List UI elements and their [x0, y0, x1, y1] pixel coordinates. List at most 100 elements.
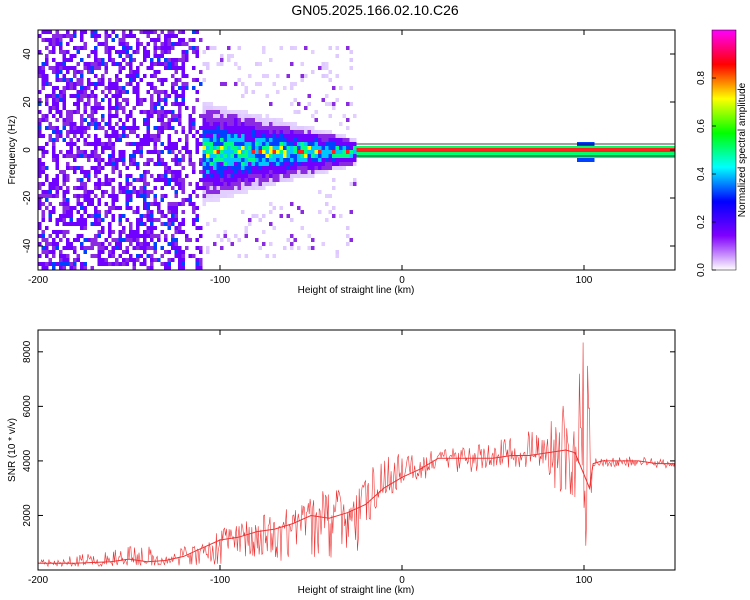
- spectrogram-cell: [80, 154, 84, 158]
- spectrogram-cell: [244, 122, 248, 126]
- spectrogram-cell: [164, 222, 168, 226]
- spectrogram-cell: [118, 174, 122, 178]
- spectrogram-cell: [209, 194, 213, 198]
- spectrogram-cell: [304, 158, 308, 162]
- spectrogram-cell: [41, 70, 45, 74]
- spectrogram-cell: [94, 30, 98, 34]
- spectrogram-cell: [160, 214, 164, 218]
- spectrogram-cell: [269, 118, 273, 122]
- spectrogram-cell: [62, 62, 66, 66]
- spectrogram-cell: [122, 186, 126, 190]
- spectrogram-cell: [80, 234, 84, 238]
- spectrogram-cell: [349, 66, 353, 70]
- spectrogram-cell: [97, 66, 101, 70]
- spectrogram-cell: [118, 238, 122, 242]
- spectrogram-cell: [255, 186, 259, 190]
- spectrogram-cell: [160, 106, 164, 110]
- spectrogram-cell: [132, 142, 136, 146]
- spectrogram-cell: [101, 194, 105, 198]
- spectrogram-cell: [90, 66, 94, 70]
- spectrogram-cell: [143, 142, 147, 146]
- spectrogram-cell: [304, 154, 308, 158]
- spectrogram-cell: [90, 214, 94, 218]
- spectrogram-cell: [255, 150, 259, 154]
- spectrogram-cell: [314, 166, 318, 170]
- spectrogram-cell: [115, 262, 119, 266]
- spectrogram-cell: [153, 106, 157, 110]
- spectrogram-cell: [48, 134, 52, 138]
- spectrogram-cell: [87, 202, 91, 206]
- spectrogram-cell: [104, 142, 108, 146]
- spectrogram-cell: [132, 122, 136, 126]
- spectrogram-cell: [52, 106, 56, 110]
- spectrogram-cell: [216, 182, 220, 186]
- spectrogram-cell: [171, 142, 175, 146]
- spectrogram-cell: [115, 106, 119, 110]
- spectrogram-cell: [311, 70, 315, 74]
- spectrogram-cell: [167, 170, 171, 174]
- spectrogram-cell: [220, 142, 224, 146]
- spectrogram-cell: [122, 90, 126, 94]
- spectrogram-cell: [118, 78, 122, 82]
- spectrogram-cell: [87, 98, 91, 102]
- spectrogram-cell: [227, 138, 231, 142]
- spectrogram-cell: [328, 158, 332, 162]
- spectrogram-cell: [73, 154, 77, 158]
- spectrogram-cell: [164, 98, 168, 102]
- spectrogram-cell: [76, 254, 80, 258]
- spectrogram-cell: [286, 178, 290, 182]
- spectrogram-cell: [97, 214, 101, 218]
- spectrogram-cell: [76, 102, 80, 106]
- spectrogram-cell: [122, 42, 126, 46]
- spectrogram-cell: [164, 194, 168, 198]
- spectrogram-cell: [258, 162, 262, 166]
- spectrogram-cell: [55, 62, 59, 66]
- spectrogram-cell: [111, 146, 115, 150]
- spectrogram-cell: [178, 66, 182, 70]
- spectrogram-cell: [206, 102, 210, 106]
- spectrogram-cell: [279, 214, 283, 218]
- spectrogram-cell: [66, 206, 70, 210]
- spectrogram-cell: [146, 210, 150, 214]
- spectrogram-cell: [73, 238, 77, 242]
- spectrogram-cell: [101, 250, 105, 254]
- spectrogram-cell: [237, 122, 241, 126]
- spectrogram-cell: [129, 258, 133, 262]
- spectrogram-cell: [45, 142, 49, 146]
- spectrogram-cell: [237, 158, 241, 162]
- spectrogram-cell: [45, 126, 49, 130]
- spectrogram-cell: [339, 122, 343, 126]
- spectrogram-cell: [230, 154, 234, 158]
- y-tick-label: 0: [22, 147, 33, 153]
- spectrogram-cell: [220, 178, 224, 182]
- spectrogram-cell: [220, 62, 224, 66]
- spectrogram-cell: [346, 46, 350, 50]
- spectrogram-cell: [41, 214, 45, 218]
- spectrogram-cell: [307, 166, 311, 170]
- spectrogram-cell: [178, 162, 182, 166]
- spectrogram-cell: [216, 190, 220, 194]
- spectrogram-cell: [297, 170, 301, 174]
- spectrogram-cell: [171, 246, 175, 250]
- spectrogram-cell: [80, 218, 84, 222]
- spectrogram-cell: [69, 82, 73, 86]
- spectrogram-cell: [202, 170, 206, 174]
- spectrogram-cell: [171, 210, 175, 214]
- spectrogram-cell: [195, 246, 199, 250]
- spectrogram-cell: [111, 254, 115, 258]
- spectrogram-cell: [153, 50, 157, 54]
- spectrogram-cell: [195, 186, 199, 190]
- spectrogram-cell: [199, 82, 203, 86]
- spectrogram-cell: [62, 106, 66, 110]
- spectrogram-cell: [206, 150, 210, 154]
- spectrogram-cell: [143, 46, 147, 50]
- spectrogram-cell: [216, 138, 220, 142]
- spectrogram-cell: [300, 150, 304, 154]
- spectrogram-cell: [132, 86, 136, 90]
- spectrogram-cell: [230, 118, 234, 122]
- spectrogram-cell: [38, 174, 42, 178]
- y-tick-label: -20: [22, 190, 33, 205]
- spectrogram-cell: [69, 110, 73, 114]
- spectrogram-cell: [87, 134, 91, 138]
- spectrogram-cell: [171, 242, 175, 246]
